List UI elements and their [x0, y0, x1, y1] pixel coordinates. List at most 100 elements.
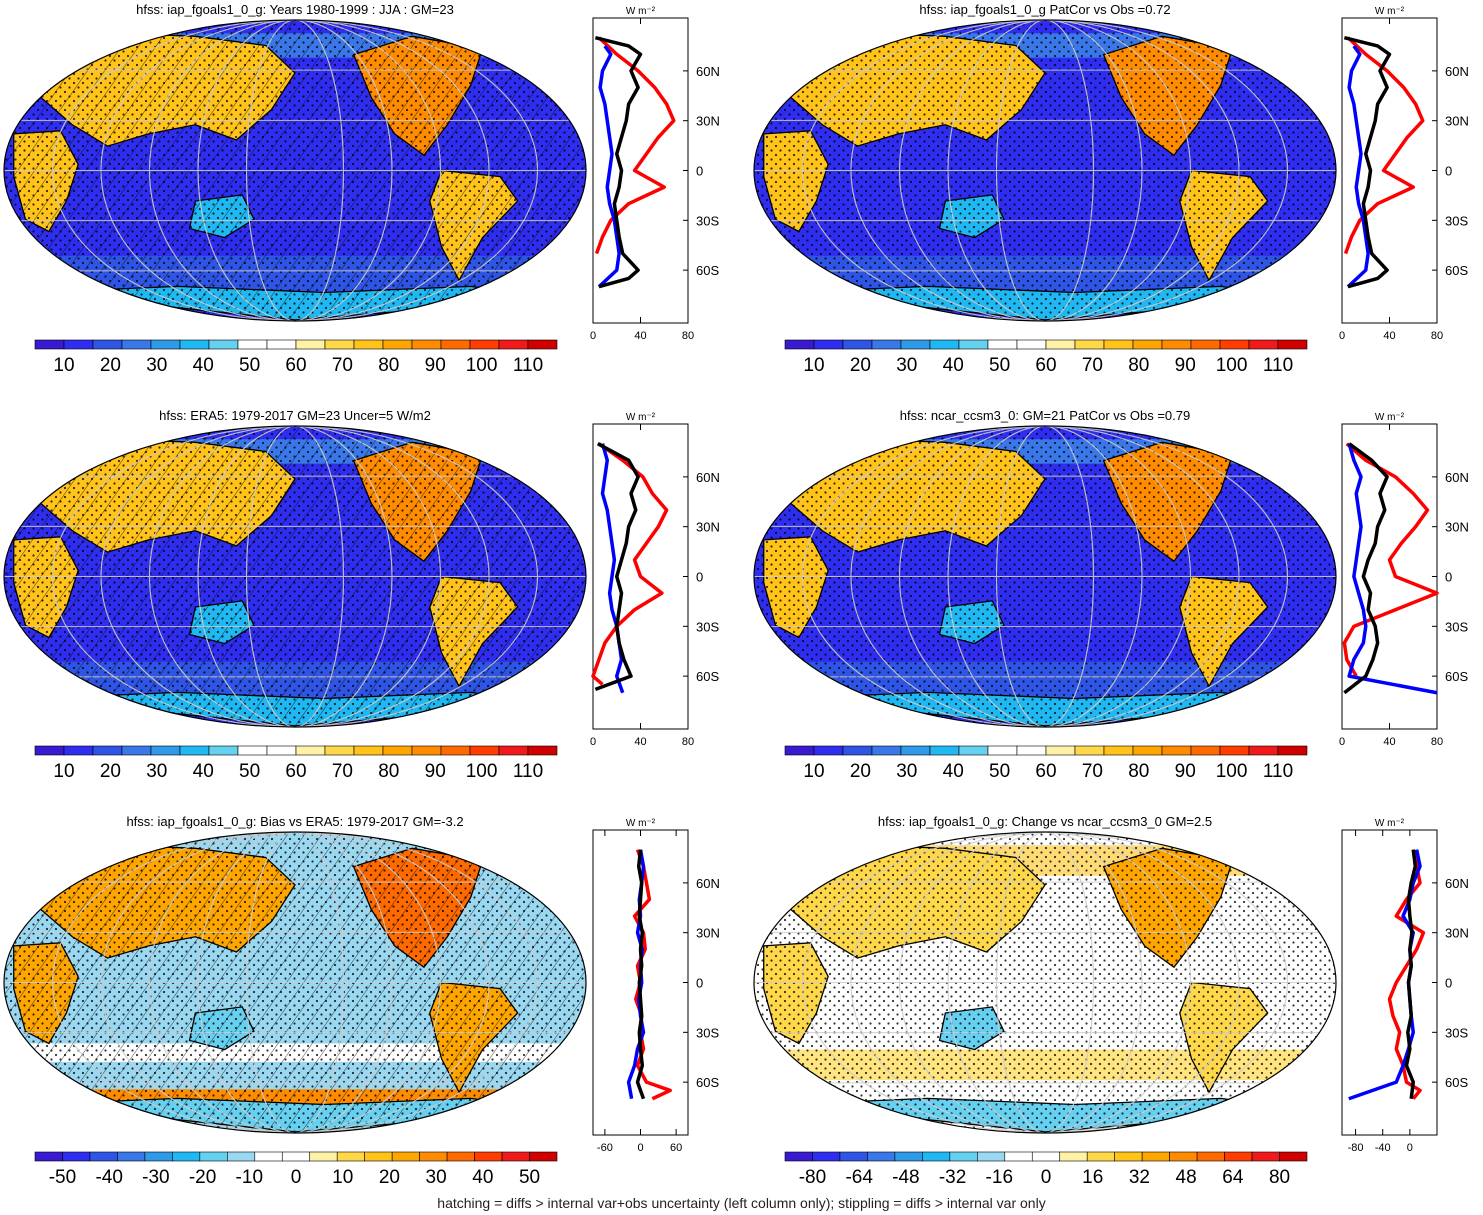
- colorbar-label: 20: [379, 1167, 400, 1188]
- x-tick-label: 80: [1431, 736, 1443, 748]
- colorbar-label: 110: [1263, 355, 1293, 376]
- lat-tick-label: 0: [696, 164, 703, 179]
- colorbar-swatch: [900, 745, 931, 756]
- colorbar-swatch: [92, 339, 123, 350]
- panel-2: hfss: iap_fgoals1_0_g PatCor vs Obs =0.7…: [753, 2, 1469, 376]
- colorbar-swatch: [784, 745, 815, 756]
- map-fill: [4, 426, 586, 727]
- colorbar-swatch: [784, 339, 815, 350]
- panel-5: hfss: iap_fgoals1_0_g: Bias vs ERA5: 197…: [3, 814, 720, 1188]
- colorbar-label: 20: [850, 355, 871, 376]
- colorbar-swatch: [353, 339, 384, 350]
- graticule-lon: [149, 20, 441, 321]
- colorbar-label: 10: [53, 761, 74, 782]
- colorbar-label: -32: [939, 1167, 966, 1188]
- colorbar-swatch: [63, 745, 94, 756]
- x-tick-label: 0: [1339, 330, 1345, 342]
- x-tick-label: 40: [1383, 736, 1395, 748]
- colorbar-swatch: [295, 745, 326, 756]
- colorbar-swatch: [295, 339, 326, 350]
- colorbar-swatch: [871, 745, 902, 756]
- lat-tick-label: 30N: [1445, 114, 1469, 129]
- colorbar-swatch: [266, 745, 297, 756]
- colorbar-label: -48: [892, 1167, 919, 1188]
- colorbar-swatch: [501, 1151, 530, 1162]
- colorbar-label: -50: [49, 1167, 76, 1188]
- colorbar-swatch: [309, 1151, 338, 1162]
- graticule: [4, 20, 586, 321]
- colorbar-swatch: [1103, 745, 1134, 756]
- colorbar-label: 100: [466, 761, 498, 782]
- graticule: [4, 426, 586, 727]
- lat-tick-label: 30S: [1445, 213, 1468, 228]
- colorbar-swatch: [842, 745, 873, 756]
- colorbar-swatch: [382, 745, 413, 756]
- colorbar-swatch: [208, 339, 239, 350]
- graticule-lon: [52, 20, 538, 321]
- colorbar-swatch: [529, 1151, 558, 1162]
- colorbar-label: 60: [285, 761, 306, 782]
- colorbar-swatch: [121, 745, 152, 756]
- lat-tick-label: 60S: [696, 1075, 719, 1090]
- colorbar-swatch: [391, 1151, 420, 1162]
- colorbar-swatch: [1016, 745, 1047, 756]
- profile-series-line: [594, 35, 643, 289]
- colorbar-label: 80: [378, 355, 399, 376]
- colorbar-swatch: [784, 1151, 813, 1162]
- map-fill: [4, 832, 586, 1133]
- lat-tick-label: 30S: [1445, 1025, 1468, 1040]
- colorbar-label: 80: [1269, 1167, 1290, 1188]
- profile-series-line: [597, 44, 621, 289]
- colorbar-swatch: [469, 339, 500, 350]
- colorbar-swatch: [1141, 1151, 1170, 1162]
- colorbar-swatch: [813, 745, 844, 756]
- graticule-lon: [850, 426, 1240, 727]
- colorbar-swatch: [1074, 745, 1105, 756]
- colorbar-swatch: [336, 1151, 365, 1162]
- colorbar-label: 50: [989, 355, 1010, 376]
- colorbar-label: 60: [1035, 761, 1056, 782]
- colorbar-label: 40: [193, 761, 214, 782]
- colorbar-label: 60: [1035, 355, 1056, 376]
- x-tick-label: 80: [682, 736, 694, 748]
- lat-tick-label: 60N: [696, 64, 720, 79]
- profile-units: W m⁻²: [626, 6, 656, 17]
- lat-tick-label: 30S: [696, 1025, 719, 1040]
- colorbar-label: 90: [1175, 355, 1196, 376]
- lat-tick-label: 60N: [1445, 64, 1469, 79]
- colorbar-swatch: [958, 745, 989, 756]
- colorbar-swatch: [1004, 1151, 1033, 1162]
- colorbar-swatch: [1114, 1151, 1143, 1162]
- colorbar-label: 30: [146, 355, 167, 376]
- colorbar-label: 80: [1128, 761, 1149, 782]
- colorbar-swatch: [237, 745, 268, 756]
- colorbar-swatch: [1161, 339, 1192, 350]
- colorbar-swatch: [813, 339, 844, 350]
- map-fill: [754, 20, 1336, 321]
- graticule-lon: [947, 832, 1143, 1133]
- colorbar-label: 48: [1176, 1167, 1197, 1188]
- profile-series-line: [1342, 442, 1439, 678]
- panel-3: hfss: ERA5: 1979-2017 GM=23 Uncer=5 W/m2…: [3, 408, 720, 782]
- graticule-lon: [52, 426, 538, 727]
- colorbar-swatch: [121, 339, 152, 350]
- colorbar-swatch: [34, 745, 65, 756]
- colorbar-swatch: [1045, 745, 1076, 756]
- colorbar-label: 40: [472, 1167, 493, 1188]
- lat-tick-label: 60N: [1445, 876, 1469, 891]
- lat-tick-label: 30N: [696, 520, 720, 535]
- colorbar-swatch: [63, 339, 94, 350]
- lat-tick-label: 30N: [696, 926, 720, 941]
- colorbar-swatch: [977, 1151, 1006, 1162]
- graticule-lon: [850, 832, 1240, 1133]
- colorbar-label: 20: [100, 355, 121, 376]
- colorbar-label: 16: [1082, 1167, 1103, 1188]
- map-border: [3, 831, 587, 1134]
- x-tick-label: -60: [597, 1142, 613, 1154]
- colorbar-swatch: [364, 1151, 393, 1162]
- colorbar-label: 100: [1216, 355, 1248, 376]
- colorbar-swatch: [929, 745, 960, 756]
- panel-title: hfss: iap_fgoals1_0_g: Years 1980-1999 :…: [136, 2, 454, 17]
- colorbar-swatch: [922, 1151, 951, 1162]
- colorbar-swatch: [1086, 1151, 1115, 1162]
